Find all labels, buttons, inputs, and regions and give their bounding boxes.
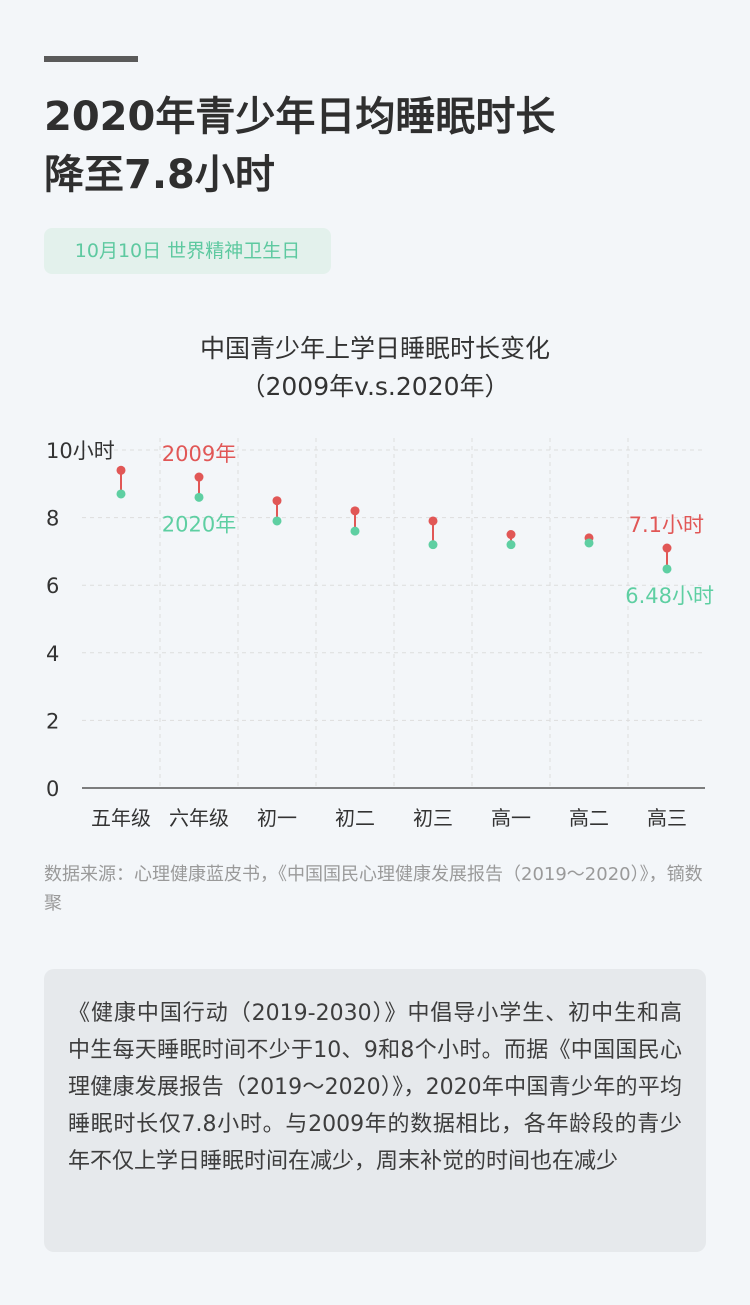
event-tag: 10月10日 世界精神卫生日	[44, 228, 331, 274]
y-tick-label: 10小时	[46, 439, 115, 463]
point-2020	[116, 489, 126, 499]
point-2009	[506, 530, 516, 539]
data-source: 数据来源：心理健康蓝皮书，《中国国民心理健康发展报告（2019～2020）》，镝…	[44, 864, 703, 914]
x-tick-label: 初三	[413, 806, 453, 830]
chart-title-line-2: （2009年v.s.2020年）	[240, 372, 510, 401]
series-label-2020: 2020年	[162, 512, 236, 536]
top-rule	[44, 56, 138, 62]
x-tick-label: 初二	[335, 806, 375, 830]
page-title: 2020年青少年日均睡眠时长 降至7.8小时	[44, 88, 704, 204]
point-2009	[272, 496, 282, 506]
point-2009	[662, 543, 672, 553]
point-2020	[584, 538, 594, 548]
x-tick-label: 高三	[647, 806, 687, 830]
point-2020	[506, 540, 516, 550]
x-tick-label: 六年级	[169, 806, 229, 830]
chart-title: 中国青少年上学日睡眠时长变化 （2009年v.s.2020年）	[0, 330, 750, 406]
note-box: 《健康中国行动（2019-2030）》中倡导小学生、初中生和高中生每天睡眠时间不…	[44, 969, 706, 1252]
x-tick-label: 高二	[569, 806, 609, 830]
point-2009	[350, 506, 360, 516]
title-line-1: 2020年青少年日均睡眠时长	[44, 94, 556, 140]
point-2020	[350, 526, 360, 536]
x-tick-label: 高一	[491, 806, 531, 830]
annotation-2009: 7.1小时	[629, 513, 704, 537]
annotation-2020: 6.48小时	[625, 584, 714, 608]
y-tick-label: 6	[46, 574, 59, 598]
title-line-2: 降至7.8小时	[44, 152, 275, 198]
y-tick-label: 0	[46, 777, 59, 801]
point-2020	[194, 492, 204, 502]
series-label-2009: 2009年	[162, 442, 236, 466]
y-tick-label: 2	[46, 709, 59, 733]
point-2009	[116, 465, 126, 475]
point-2009	[194, 472, 204, 482]
point-2009	[428, 516, 438, 526]
point-2020	[272, 516, 282, 526]
point-2020	[428, 540, 438, 550]
x-tick-label: 初一	[257, 806, 297, 830]
chart-title-line-1: 中国青少年上学日睡眠时长变化	[199, 334, 550, 363]
note-text: 《健康中国行动（2019-2030）》中倡导小学生、初中生和高中生每天睡眠时间不…	[68, 1001, 682, 1174]
point-2020	[662, 564, 672, 574]
y-tick-label: 4	[46, 642, 59, 666]
x-tick-label: 五年级	[91, 806, 151, 830]
y-tick-label: 8	[46, 507, 59, 531]
